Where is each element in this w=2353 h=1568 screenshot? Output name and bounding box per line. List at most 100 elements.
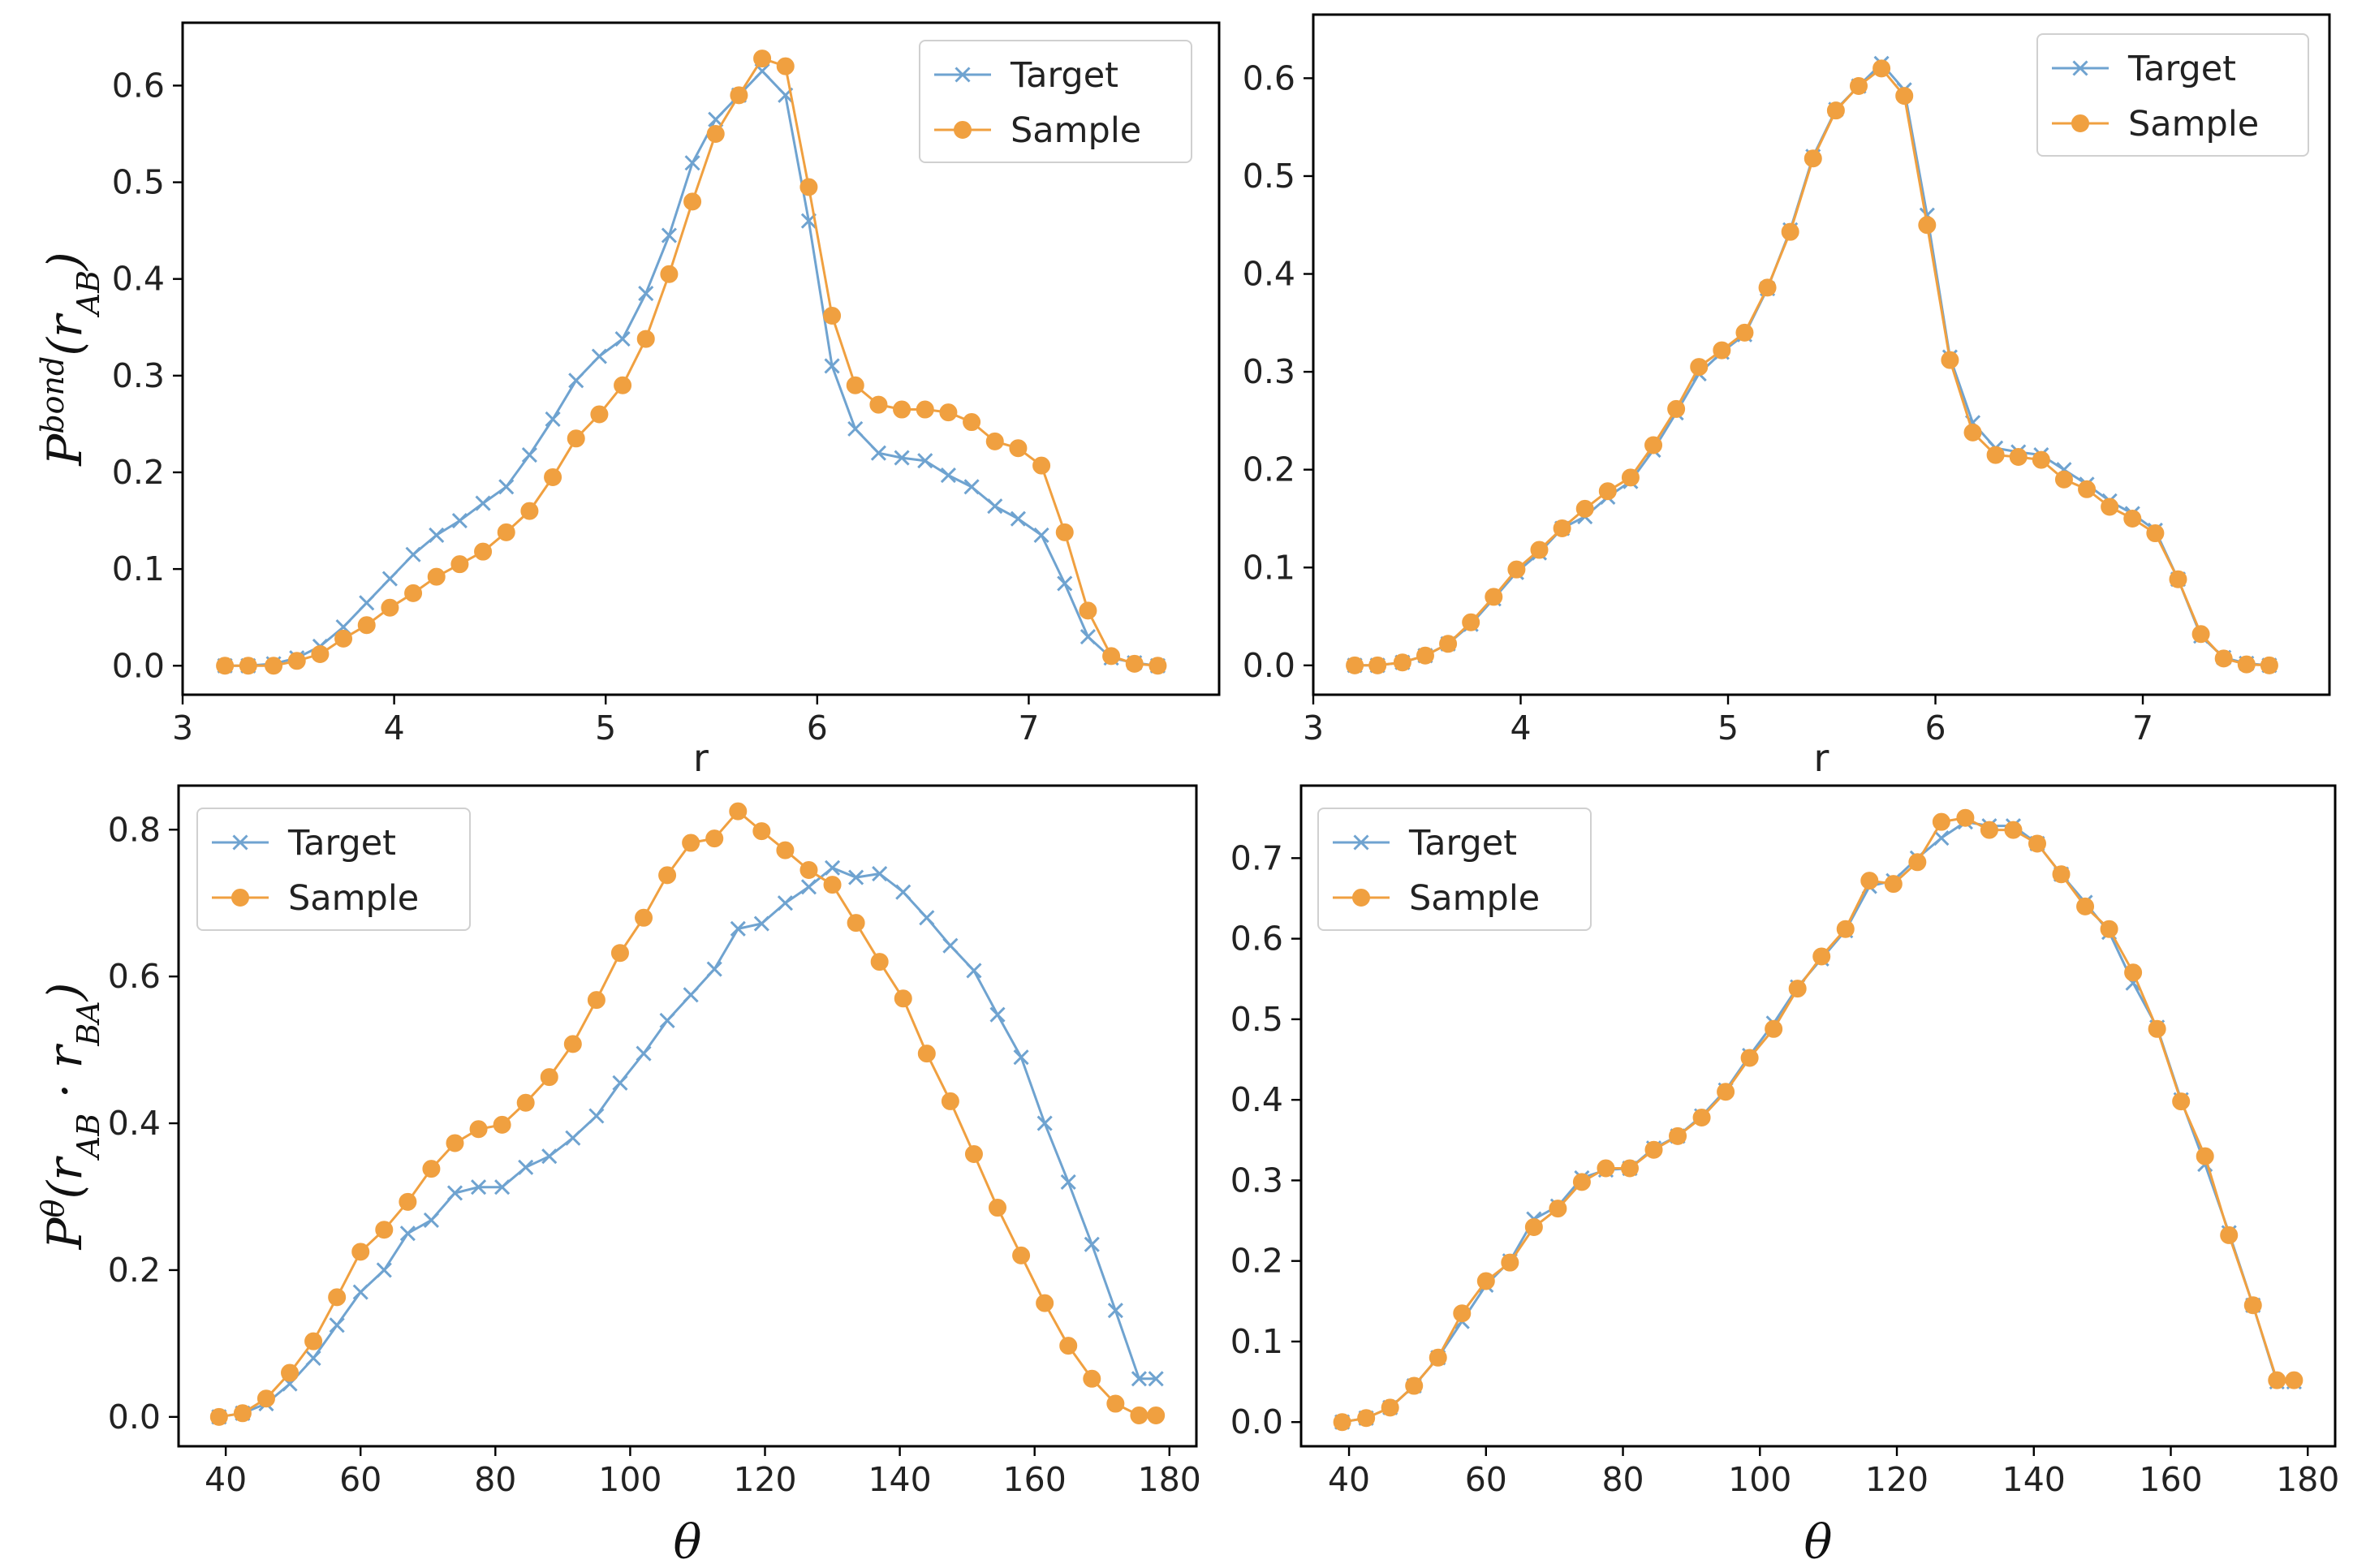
data-point-sample [729, 802, 748, 821]
data-point-sample [1416, 646, 1434, 665]
x-tick-label: 140 [2002, 1460, 2066, 1499]
data-point-target [777, 895, 793, 911]
data-point-target [824, 859, 841, 876]
x-tick-label: 180 [1138, 1460, 1201, 1499]
x-tick-label: 6 [1924, 709, 1946, 747]
data-point-target [405, 546, 421, 562]
x-tick-label: 120 [733, 1460, 796, 1499]
x-tick-label: 180 [2276, 1460, 2339, 1499]
y-tick-label: 0.5 [112, 163, 165, 202]
data-point-sample [544, 467, 562, 486]
y-tick-label: 0.5 [1230, 1000, 1283, 1039]
y-tick-label: 0.1 [112, 549, 165, 588]
data-point-sample [2052, 865, 2071, 884]
data-point-sample [682, 834, 700, 852]
y-tick-label: 0.4 [108, 1104, 161, 1143]
data-point-target [963, 479, 980, 495]
data-point-target [683, 987, 699, 1003]
data-point-sample [1524, 1217, 1543, 1236]
data-point-sample [1453, 1304, 1472, 1323]
data-point-sample [1405, 1376, 1424, 1395]
data-point-sample [590, 405, 609, 424]
data-point-sample [1826, 101, 1845, 120]
plot-frame [177, 784, 1198, 1448]
data-point-sample [636, 330, 655, 348]
x-axis-label: θ [1804, 1514, 1833, 1568]
data-point-target [429, 527, 445, 543]
legend-label-target: Target [287, 823, 396, 864]
data-point-sample [706, 125, 725, 144]
data-point-sample [705, 829, 724, 848]
data-point-sample [1083, 1369, 1101, 1388]
data-point-sample [1501, 1253, 1519, 1272]
data-point-target [966, 963, 982, 979]
legend-label-sample: Sample [1409, 878, 1540, 919]
data-point-sample [351, 1243, 370, 1261]
data-point-target [470, 1179, 487, 1195]
data-point-target [919, 910, 935, 926]
y-tick-label: 0.0 [112, 646, 165, 685]
data-point-target [1084, 1236, 1100, 1252]
data-point-sample [1884, 875, 1903, 894]
data-point-sample [823, 876, 842, 894]
data-point-sample [869, 395, 888, 414]
legend-box [1317, 808, 1592, 931]
data-point-target [446, 1185, 463, 1201]
data-point-target [659, 1012, 675, 1028]
x-tick-label: 40 [205, 1460, 247, 1499]
y-tick-label: 0.6 [1230, 920, 1283, 958]
data-point-sample [1620, 1159, 1639, 1178]
data-point-sample [1597, 1159, 1615, 1178]
series-line-target [218, 866, 1157, 1419]
x-tick-label: 120 [1865, 1460, 1929, 1499]
data-point-sample [2214, 649, 2233, 668]
data-point-sample [587, 991, 605, 1010]
data-point-sample [635, 908, 653, 927]
y-tick-label: 0.2 [108, 1251, 161, 1290]
data-point-sample [2169, 570, 2187, 588]
data-point-sample [917, 1045, 936, 1063]
data-point-target [917, 453, 933, 469]
data-point-target [1057, 575, 1073, 592]
legend-marker-sample [954, 121, 972, 139]
data-point-sample [1598, 482, 1617, 501]
legend-marker-sample [1352, 889, 1370, 907]
data-point-sample [2124, 963, 2143, 982]
data-point-target [498, 479, 515, 495]
data-point-sample [1932, 812, 1950, 831]
data-point-sample [1781, 222, 1799, 241]
data-point-target [329, 1317, 345, 1333]
legend-marker-target [232, 834, 248, 851]
data-point-target [376, 1262, 392, 1278]
plot-frame [1299, 784, 2337, 1448]
data-point-target [872, 865, 888, 882]
data-point-target [1131, 1371, 1147, 1387]
legend: Target Sample [1317, 808, 1592, 931]
data-point-target [940, 467, 956, 484]
data-point-target [1033, 527, 1049, 543]
data-point-sample [399, 1192, 417, 1211]
legend-label-target: Target [2127, 49, 2236, 89]
data-point-target [305, 1350, 321, 1367]
data-point-target [591, 348, 607, 364]
legend-marker-sample [231, 889, 249, 907]
data-point-sample [2260, 656, 2278, 674]
data-point-sample [2148, 1019, 2166, 1038]
data-point-target [423, 1212, 439, 1228]
legend-marker-target [955, 67, 971, 83]
legend: Target Sample [2036, 33, 2309, 157]
y-tick-label: 0.6 [112, 66, 165, 105]
y-tick-label: 0.4 [1243, 255, 1295, 294]
data-point-sample [1462, 613, 1480, 631]
data-point-sample [209, 1407, 228, 1426]
data-point-target [753, 915, 769, 932]
data-point-sample [939, 403, 958, 422]
data-point-sample [2285, 1371, 2303, 1389]
x-tick-label: 3 [172, 709, 193, 747]
legend-box [196, 808, 471, 931]
data-point-sample [1804, 149, 1822, 168]
data-point-sample [1758, 278, 1777, 297]
data-point-sample [1849, 77, 1868, 96]
x-axis-label: r [693, 736, 709, 780]
